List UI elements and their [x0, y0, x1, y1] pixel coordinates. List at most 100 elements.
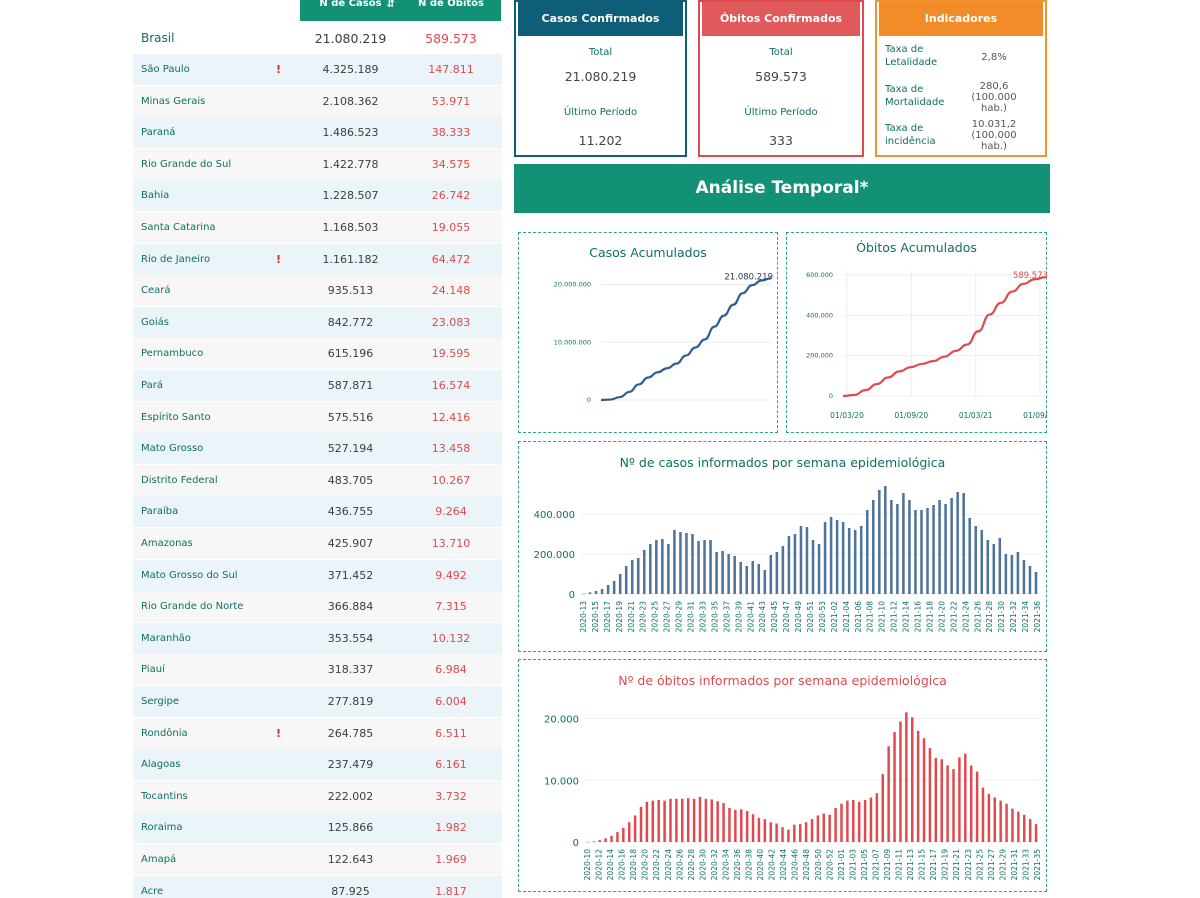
x-tick-label: 2021-13	[906, 849, 915, 881]
bar	[667, 544, 670, 594]
table-row[interactable]: Paraná 1.486.523 38.333	[133, 117, 502, 149]
table-row[interactable]: Alagoas 237.479 6.161	[133, 749, 502, 781]
x-tick-label: 2020-34	[721, 849, 730, 881]
indicators-card: Indicadores Taxa de Letalidade 2,8% Taxa…	[875, 0, 1047, 157]
x-tick-label: 2020-44	[779, 849, 788, 881]
state-deaths: 1.817	[435, 884, 467, 898]
state-name: Piauí	[141, 664, 165, 676]
table-row[interactable]: Rio Grande do Sul 1.422.778 34.575	[133, 148, 502, 180]
bar	[606, 585, 610, 594]
state-deaths: 3.732	[435, 789, 467, 803]
state-cases: 4.325.189	[322, 63, 379, 76]
table-row[interactable]: Ceará 935.513 24.148	[133, 275, 502, 307]
cumulative-deaths-chart[interactable]: Óbitos Acumulados 0 200.000 400.000 600.000…	[786, 232, 1048, 433]
x-tick-label: 2021-34	[1021, 601, 1030, 633]
x-tick-label: 2021-22	[949, 601, 958, 633]
cumulative-cases-plot: 0 10.000.000 20.000.000 21.080.219	[554, 272, 773, 404]
state-deaths: 12.416	[431, 410, 471, 424]
table-row[interactable]: Amapá 122.643 1.969	[133, 844, 502, 875]
temporal-analysis-banner: Análise Temporal*	[514, 164, 1050, 213]
bar	[722, 803, 725, 842]
incidence-label: Taxa de incidência	[885, 123, 936, 147]
bar	[775, 823, 778, 842]
bar	[834, 808, 837, 842]
state-name: Rio Grande do Sul	[141, 158, 232, 170]
brasil-row[interactable]: Brasil 21.080.219 589.573	[133, 23, 502, 54]
state-name: Distrito Federal	[141, 474, 218, 486]
x-tick-label: 2021-25	[975, 849, 984, 881]
bar	[710, 799, 714, 842]
sort-icon[interactable]: ⇵	[386, 0, 395, 10]
table-row[interactable]: Tocantins 222.002 3.732	[133, 780, 502, 812]
x-tick-label: 2020-53	[818, 601, 827, 633]
table-header: N de Casos ⇵ N de Óbitos	[133, 0, 502, 21]
state-deaths: 9.264	[435, 505, 467, 519]
table-row[interactable]: Mato Grosso do Sul 371.452 9.492	[133, 559, 502, 591]
table-row[interactable]: Pará 587.871 16.574	[133, 370, 502, 401]
table-row[interactable]: São Paulo! 4.325.189 147.811	[133, 54, 502, 85]
state-deaths: 6.511	[435, 726, 467, 740]
state-deaths: 6.161	[435, 758, 467, 772]
bar	[643, 550, 646, 594]
lethality-value: 2,8%	[981, 52, 1007, 63]
table-row[interactable]: Rio de Janeiro! 1.161.182 64.472	[133, 243, 502, 275]
state-deaths: 19.595	[431, 347, 471, 361]
table-row[interactable]: Amazonas 425.907 13.710	[133, 528, 502, 559]
state-deaths: 38.333	[431, 126, 471, 140]
bar	[600, 589, 604, 594]
state-deaths: 6.004	[435, 695, 467, 708]
last-period-value: 333	[769, 133, 793, 148]
cumulative-cases-chart[interactable]: Casos Acumulados 0 10.000.000 20.000.000 21…	[518, 232, 778, 433]
table-row[interactable]: Mato Grosso 527.194 13.458	[133, 433, 502, 465]
state-name: Pernambuco	[141, 348, 204, 360]
x-tick-label: 2020-30	[698, 849, 707, 881]
table-row[interactable]: Distrito Federal 483.705 10.267	[133, 464, 502, 496]
state-cases: 371.452	[327, 568, 374, 582]
table-row[interactable]: Goiás 842.772 23.083	[133, 306, 502, 338]
bar	[902, 493, 905, 594]
table-row[interactable]: Pernambuco 615.196 19.595	[133, 338, 502, 370]
table-row[interactable]: Piauí 318.337 6.984	[133, 654, 502, 686]
mortality-value: 280,6	[979, 81, 1009, 92]
table-row[interactable]: Roraima 125.866 1.982	[133, 812, 502, 844]
bar	[630, 560, 634, 594]
x-tick-label: 2021-15	[918, 849, 927, 881]
weekly-cases-chart[interactable]: Nº de casos informados por semana epidem…	[518, 441, 1047, 652]
bar	[703, 540, 706, 594]
state-cases: 1.486.523	[322, 126, 379, 140]
bar	[691, 534, 694, 594]
x-tick-label: 2021-36	[1033, 601, 1042, 633]
table-row[interactable]: Bahia 1.228.507 26.742	[133, 180, 502, 212]
x-tick-label: 2020-28	[687, 849, 696, 881]
bar	[810, 819, 814, 842]
table-row[interactable]: Espírito Santo 575.516 12.416	[133, 401, 502, 433]
table-row[interactable]: Maranhão 353.554 10.132	[133, 622, 502, 654]
state-deaths: 16.574	[431, 379, 471, 392]
table-row[interactable]: Rondônia! 264.785 6.511	[133, 717, 502, 749]
bar	[588, 592, 592, 594]
bar	[745, 566, 748, 594]
bar	[968, 518, 971, 594]
x-tick-label: 2021-27	[987, 849, 996, 881]
bar	[681, 798, 684, 842]
state-deaths: 53.971	[431, 94, 471, 108]
table-row[interactable]: Santa Catarina 1.168.503 19.055	[133, 212, 502, 243]
bar	[896, 504, 899, 594]
state-cases: 2.108.362	[322, 94, 379, 108]
table-row[interactable]: Rio Grande do Norte 366.884 7.315	[133, 591, 502, 623]
header-cases[interactable]: N de Casos ⇵	[300, 0, 401, 21]
bar	[890, 500, 893, 594]
table-row[interactable]: Paraíba 436.755 9.264	[133, 496, 502, 528]
weekly-deaths-chart[interactable]: Nº de óbitos informados por semana epide…	[518, 659, 1047, 892]
table-row[interactable]: Acre 87.925 1.817	[133, 875, 502, 898]
x-tick-label: 01/03/21	[959, 411, 993, 420]
bar	[721, 551, 724, 594]
bar	[745, 811, 749, 842]
table-row[interactable]: Sergipe 277.819 6.004	[133, 686, 502, 717]
header-deaths[interactable]: N de Óbitos	[401, 0, 501, 21]
bar	[716, 801, 719, 842]
x-tick-label: 2021-06	[854, 601, 863, 633]
table-row[interactable]: Minas Gerais 2.108.362 53.971	[133, 85, 502, 117]
bar	[946, 765, 949, 842]
state-deaths: 6.984	[435, 663, 467, 677]
